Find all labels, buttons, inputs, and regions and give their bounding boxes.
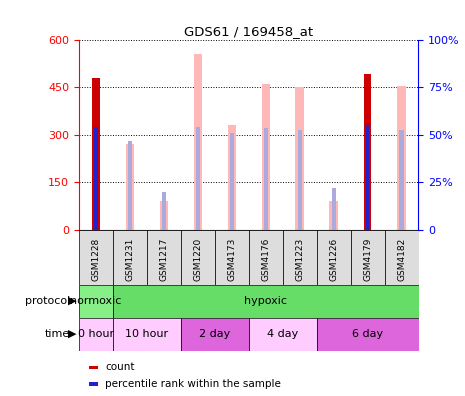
Bar	[162, 192, 166, 230]
Text: GSM4182: GSM4182	[397, 238, 406, 281]
Bar	[147, 230, 181, 285]
Bar	[126, 144, 134, 230]
Bar	[181, 230, 215, 285]
Bar	[79, 230, 113, 285]
Text: 2 day: 2 day	[199, 329, 231, 339]
Bar	[249, 230, 283, 285]
Bar	[351, 230, 385, 285]
Text: protocol: protocol	[25, 296, 70, 306]
Bar	[298, 130, 302, 230]
Bar	[94, 127, 98, 230]
Bar	[364, 74, 372, 230]
Bar	[230, 133, 234, 230]
Text: percentile rank within the sample: percentile rank within the sample	[105, 379, 281, 389]
Bar	[89, 383, 99, 386]
Text: hypoxic: hypoxic	[244, 296, 287, 306]
Bar	[283, 230, 317, 285]
Bar	[113, 318, 181, 350]
Bar	[249, 318, 317, 350]
Text: GSM4176: GSM4176	[261, 238, 270, 281]
Text: GSM4179: GSM4179	[363, 238, 372, 281]
Title: GDS61 / 169458_at: GDS61 / 169458_at	[184, 25, 313, 38]
Bar	[89, 366, 99, 369]
Text: ▶: ▶	[68, 296, 77, 306]
Text: time: time	[45, 329, 70, 339]
Bar	[128, 141, 132, 230]
Bar	[196, 127, 200, 230]
Text: 6 day: 6 day	[352, 329, 383, 339]
Bar	[397, 86, 406, 230]
Bar	[329, 201, 338, 230]
Bar	[92, 78, 100, 230]
Bar	[79, 285, 113, 318]
Text: normoxic: normoxic	[70, 296, 122, 306]
Text: 0 hour: 0 hour	[78, 329, 114, 339]
Bar	[159, 201, 168, 230]
Text: GSM1223: GSM1223	[295, 238, 304, 281]
Text: GSM1231: GSM1231	[126, 238, 134, 281]
Text: 10 hour: 10 hour	[126, 329, 168, 339]
Text: GSM1220: GSM1220	[193, 238, 202, 281]
Bar	[317, 318, 418, 350]
Bar	[317, 230, 351, 285]
Bar	[264, 128, 268, 230]
Bar	[227, 125, 236, 230]
Text: GSM4173: GSM4173	[227, 238, 236, 281]
Bar	[399, 130, 404, 230]
Text: 4 day: 4 day	[267, 329, 299, 339]
Bar	[113, 230, 147, 285]
Bar	[79, 318, 113, 350]
Text: count: count	[105, 362, 135, 372]
Bar	[295, 87, 304, 230]
Bar	[193, 54, 202, 230]
Bar	[366, 125, 369, 230]
Bar	[261, 84, 270, 230]
Text: GSM1217: GSM1217	[159, 238, 168, 281]
Text: GSM1228: GSM1228	[92, 238, 100, 281]
Bar	[215, 230, 249, 285]
Bar	[181, 318, 249, 350]
Bar	[385, 230, 419, 285]
Text: GSM1226: GSM1226	[329, 238, 338, 281]
Text: ▶: ▶	[68, 329, 77, 339]
Bar	[332, 188, 336, 230]
